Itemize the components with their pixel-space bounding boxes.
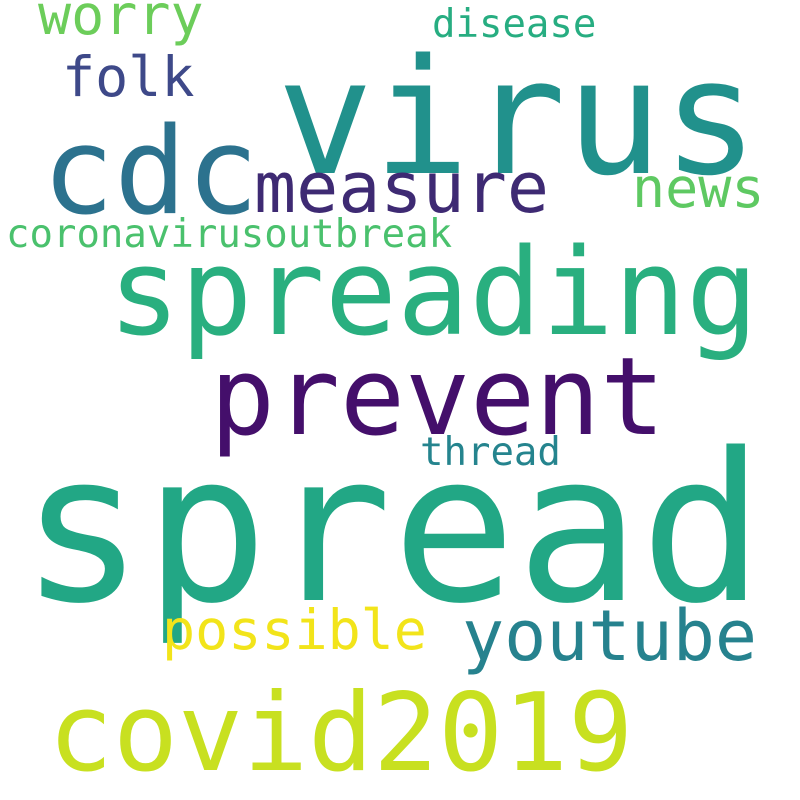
word-possible: possible (162, 598, 427, 662)
word-news: news (632, 156, 765, 220)
word-disease: disease (432, 2, 597, 47)
word-spreading: spreading (108, 224, 759, 363)
word-cdc: cdc (42, 103, 259, 242)
word-thread: thread (420, 430, 561, 475)
word-virus: virus (277, 24, 759, 211)
word-youtube: youtube (462, 595, 758, 677)
word-prevent: prevent (210, 335, 666, 460)
word-worry: worry (38, 0, 204, 47)
word-folk: folk (62, 45, 195, 109)
word-measure: measure (254, 147, 550, 229)
word-coronavirusoutbreak: coronavirusoutbreak (6, 212, 453, 257)
word-spread: spread (20, 409, 765, 649)
word-covid2019: covid2019 (48, 671, 634, 796)
